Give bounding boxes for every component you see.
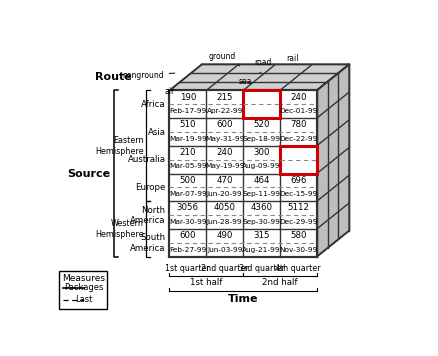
Text: 5112: 5112	[287, 204, 309, 213]
Text: South
America: South America	[130, 233, 166, 253]
Text: Mar-19-99: Mar-19-99	[169, 136, 207, 142]
Text: 4050: 4050	[214, 204, 236, 213]
Text: 240: 240	[290, 93, 307, 101]
Text: Jun-28-99: Jun-28-99	[207, 219, 243, 225]
Text: Eastern
Hemisphere: Eastern Hemisphere	[95, 136, 144, 156]
Text: 2nd quarter: 2nd quarter	[201, 264, 248, 273]
Text: Feb-27-99: Feb-27-99	[169, 247, 206, 252]
Text: 520: 520	[253, 120, 270, 129]
Text: Sep-30-99: Sep-30-99	[243, 219, 280, 225]
Text: Dec-15-99: Dec-15-99	[279, 191, 318, 197]
Text: sea: sea	[239, 77, 252, 86]
Text: Dec-29-99: Dec-29-99	[279, 219, 318, 225]
Text: 3056: 3056	[177, 204, 199, 213]
Text: 696: 696	[290, 176, 307, 185]
Text: Packages: Packages	[64, 283, 103, 292]
Text: Jun-03-99: Jun-03-99	[207, 247, 242, 252]
Text: Africa: Africa	[141, 100, 166, 109]
Text: Western
Hemisphere: Western Hemisphere	[95, 219, 144, 239]
Bar	[60, 271, 107, 309]
Text: 2nd half: 2nd half	[262, 278, 298, 287]
Text: rail: rail	[286, 54, 299, 63]
Text: 600: 600	[180, 231, 196, 240]
Text: 190: 190	[180, 93, 196, 101]
Text: 215: 215	[216, 93, 233, 101]
Text: 600: 600	[216, 120, 233, 129]
Text: 510: 510	[180, 120, 196, 129]
Text: 3rd quarter: 3rd quarter	[239, 264, 284, 273]
Text: May-31-99: May-31-99	[205, 136, 244, 142]
Text: Apr-22-99: Apr-22-99	[206, 108, 243, 114]
Text: Asia: Asia	[148, 127, 166, 137]
Text: North
America: North America	[130, 205, 166, 225]
Text: Sep-11-99: Sep-11-99	[243, 191, 280, 197]
Text: Dec-01-99: Dec-01-99	[279, 108, 318, 114]
Text: 780: 780	[290, 120, 307, 129]
Bar	[170, 90, 317, 257]
Bar	[243, 90, 280, 118]
Text: 4360: 4360	[251, 204, 272, 213]
Text: 4th quarter: 4th quarter	[276, 264, 321, 273]
Text: 500: 500	[180, 176, 196, 185]
Text: Sep-18-99: Sep-18-99	[243, 136, 280, 142]
Bar	[280, 146, 317, 174]
Text: 1st half: 1st half	[190, 278, 223, 287]
Text: Mar-30-99: Mar-30-99	[169, 219, 207, 225]
Text: Australia: Australia	[127, 155, 166, 164]
Text: 580: 580	[290, 231, 307, 240]
Text: 464: 464	[253, 176, 270, 185]
Text: Feb-17-99: Feb-17-99	[169, 108, 206, 114]
Text: Time: Time	[228, 294, 258, 304]
Text: Aug-09-99: Aug-09-99	[242, 163, 281, 169]
Text: May-19-99: May-19-99	[205, 163, 244, 169]
Text: Europe: Europe	[135, 183, 166, 192]
Text: 300: 300	[253, 148, 270, 157]
Text: road: road	[254, 58, 272, 73]
Text: nonground: nonground	[122, 71, 175, 80]
Text: Mar-07-99: Mar-07-99	[169, 191, 207, 197]
Text: 490: 490	[216, 231, 233, 240]
Text: 210: 210	[180, 148, 196, 157]
Text: Last: Last	[75, 295, 92, 304]
Text: Aug-21-99: Aug-21-99	[242, 247, 281, 252]
Text: 1st quarter: 1st quarter	[166, 264, 210, 273]
Text: air: air	[164, 88, 174, 96]
Text: Route: Route	[95, 72, 132, 82]
Text: 470: 470	[216, 176, 233, 185]
Text: Measures: Measures	[62, 274, 105, 283]
Text: ground: ground	[209, 52, 240, 66]
Text: Mar-05-99: Mar-05-99	[169, 163, 207, 169]
Text: Dec-22-99: Dec-22-99	[279, 136, 318, 142]
Polygon shape	[170, 64, 349, 90]
Text: 315: 315	[253, 231, 270, 240]
Text: 240: 240	[216, 148, 233, 157]
Text: Nov-30-99: Nov-30-99	[279, 247, 318, 252]
Text: Source: Source	[67, 169, 110, 179]
Polygon shape	[317, 64, 349, 257]
Text: Jun-20-99: Jun-20-99	[207, 191, 243, 197]
